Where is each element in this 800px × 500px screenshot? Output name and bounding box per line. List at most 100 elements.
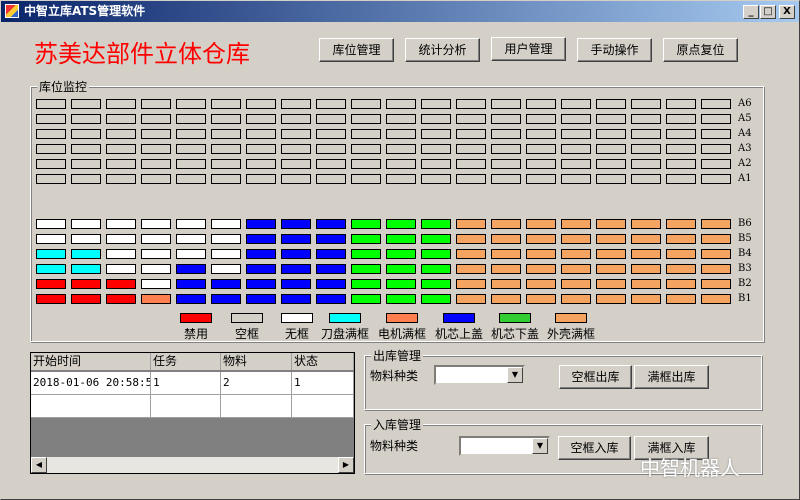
storage-cell[interactable] bbox=[141, 279, 171, 289]
storage-cell[interactable] bbox=[666, 264, 696, 274]
storage-cell[interactable] bbox=[561, 99, 591, 109]
storage-cell[interactable] bbox=[666, 219, 696, 229]
table-row[interactable] bbox=[31, 395, 354, 418]
storage-cell[interactable] bbox=[561, 129, 591, 139]
full-frame-outbound-button[interactable]: 满框出库 bbox=[634, 365, 709, 389]
storage-cell[interactable] bbox=[596, 99, 626, 109]
storage-cell[interactable] bbox=[106, 294, 136, 304]
storage-cell[interactable] bbox=[666, 114, 696, 124]
storage-cell[interactable] bbox=[106, 114, 136, 124]
storage-cell[interactable] bbox=[596, 234, 626, 244]
storage-cell[interactable] bbox=[71, 294, 101, 304]
storage-cell[interactable] bbox=[246, 114, 276, 124]
storage-cell[interactable] bbox=[211, 249, 241, 259]
storage-cell[interactable] bbox=[281, 234, 311, 244]
storage-cell[interactable] bbox=[456, 174, 486, 184]
storage-cell[interactable] bbox=[176, 294, 206, 304]
storage-cell[interactable] bbox=[491, 159, 521, 169]
storage-cell[interactable] bbox=[561, 144, 591, 154]
storage-cell[interactable] bbox=[316, 219, 346, 229]
storage-cell[interactable] bbox=[631, 114, 661, 124]
storage-cell[interactable] bbox=[316, 114, 346, 124]
empty-frame-inbound-button[interactable]: 空框入库 bbox=[558, 436, 631, 460]
storage-cell[interactable] bbox=[176, 174, 206, 184]
storage-cell[interactable] bbox=[281, 264, 311, 274]
storage-cell[interactable] bbox=[421, 114, 451, 124]
storage-cell[interactable] bbox=[281, 279, 311, 289]
storage-cell[interactable] bbox=[176, 159, 206, 169]
storage-cell[interactable] bbox=[526, 114, 556, 124]
storage-cell[interactable] bbox=[421, 234, 451, 244]
storage-cell[interactable] bbox=[281, 144, 311, 154]
storage-cell[interactable] bbox=[106, 264, 136, 274]
storage-cell[interactable] bbox=[666, 174, 696, 184]
storage-cell[interactable] bbox=[491, 174, 521, 184]
storage-cell[interactable] bbox=[71, 234, 101, 244]
storage-cell[interactable] bbox=[281, 129, 311, 139]
storage-cell[interactable] bbox=[386, 159, 416, 169]
storage-cell[interactable] bbox=[211, 144, 241, 154]
storage-cell[interactable] bbox=[666, 294, 696, 304]
storage-cell[interactable] bbox=[421, 159, 451, 169]
storage-cell[interactable] bbox=[526, 144, 556, 154]
storage-cell[interactable] bbox=[281, 114, 311, 124]
storage-cell[interactable] bbox=[456, 279, 486, 289]
storage-cell[interactable] bbox=[491, 144, 521, 154]
storage-cell[interactable] bbox=[211, 219, 241, 229]
outbound-material-select[interactable]: ▼ bbox=[434, 365, 525, 385]
storage-cell[interactable] bbox=[386, 114, 416, 124]
storage-cell[interactable] bbox=[526, 294, 556, 304]
storage-cell[interactable] bbox=[386, 174, 416, 184]
storage-cell[interactable] bbox=[141, 174, 171, 184]
storage-cell[interactable] bbox=[526, 264, 556, 274]
storage-cell[interactable] bbox=[141, 114, 171, 124]
storage-cell[interactable] bbox=[701, 249, 731, 259]
storage-cell[interactable] bbox=[211, 99, 241, 109]
storage-cell[interactable] bbox=[701, 174, 731, 184]
storage-cell[interactable] bbox=[701, 99, 731, 109]
storage-cell[interactable] bbox=[666, 159, 696, 169]
storage-cell[interactable] bbox=[141, 264, 171, 274]
minimize-button[interactable]: _ bbox=[743, 5, 759, 19]
storage-cell[interactable] bbox=[386, 144, 416, 154]
storage-cell[interactable] bbox=[71, 129, 101, 139]
chevron-down-icon[interactable]: ▼ bbox=[507, 367, 523, 383]
storage-cell[interactable] bbox=[421, 144, 451, 154]
storage-cell[interactable] bbox=[666, 279, 696, 289]
storage-cell[interactable] bbox=[71, 159, 101, 169]
storage-cell[interactable] bbox=[421, 99, 451, 109]
storage-cell[interactable] bbox=[456, 249, 486, 259]
storage-cell[interactable] bbox=[351, 114, 381, 124]
storage-cell[interactable] bbox=[596, 294, 626, 304]
storage-cell[interactable] bbox=[456, 294, 486, 304]
storage-cell[interactable] bbox=[701, 159, 731, 169]
storage-cell[interactable] bbox=[106, 249, 136, 259]
storage-cell[interactable] bbox=[491, 219, 521, 229]
storage-cell[interactable] bbox=[386, 279, 416, 289]
storage-cell[interactable] bbox=[36, 294, 66, 304]
storage-cell[interactable] bbox=[491, 234, 521, 244]
storage-cell[interactable] bbox=[316, 159, 346, 169]
storage-cell[interactable] bbox=[36, 159, 66, 169]
storage-cell[interactable] bbox=[36, 129, 66, 139]
home-reset-button[interactable]: 原点复位 bbox=[663, 38, 738, 62]
storage-cell[interactable] bbox=[456, 234, 486, 244]
storage-cell[interactable] bbox=[421, 129, 451, 139]
storage-cell[interactable] bbox=[701, 144, 731, 154]
storage-cell[interactable] bbox=[631, 144, 661, 154]
storage-cell[interactable] bbox=[176, 249, 206, 259]
storage-cell[interactable] bbox=[666, 144, 696, 154]
storage-cell[interactable] bbox=[176, 219, 206, 229]
storage-cell[interactable] bbox=[281, 294, 311, 304]
storage-cell[interactable] bbox=[176, 264, 206, 274]
storage-cell[interactable] bbox=[36, 264, 66, 274]
storage-cell[interactable] bbox=[211, 159, 241, 169]
storage-cell[interactable] bbox=[526, 174, 556, 184]
storage-cell[interactable] bbox=[36, 279, 66, 289]
storage-cell[interactable] bbox=[246, 129, 276, 139]
storage-cell[interactable] bbox=[176, 129, 206, 139]
storage-cell[interactable] bbox=[106, 219, 136, 229]
storage-cell[interactable] bbox=[246, 249, 276, 259]
storage-cell[interactable] bbox=[456, 219, 486, 229]
storage-cell[interactable] bbox=[421, 279, 451, 289]
